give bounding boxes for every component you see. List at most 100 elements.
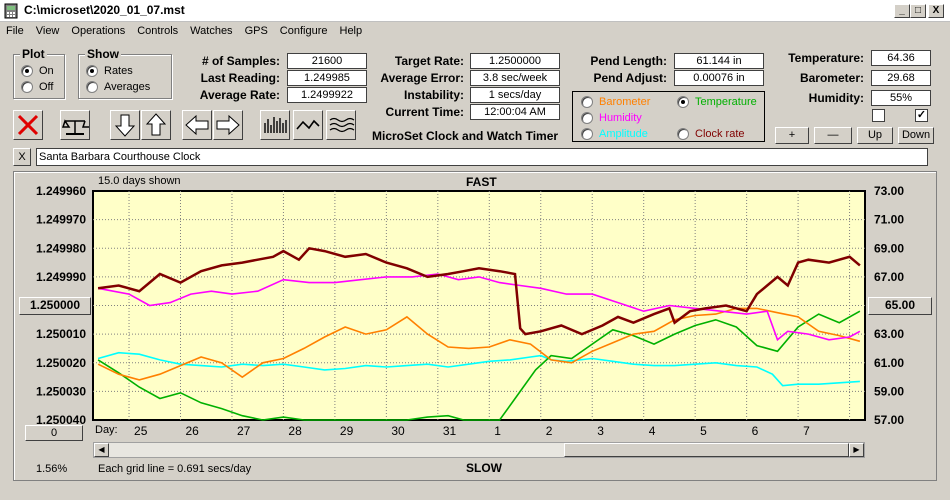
menu-file[interactable]: File <box>6 25 24 37</box>
temperature-field: 64.36 <box>871 50 931 66</box>
show-group-title: Show <box>85 47 121 61</box>
right-tick-label: 69.00 <box>874 241 904 255</box>
show-group: Show Rates Averages <box>78 47 172 99</box>
day-tick-label: 30 <box>391 424 405 438</box>
day-tick-label: 29 <box>340 424 354 438</box>
day-tick-label: 27 <box>237 424 251 438</box>
menu-watches[interactable]: Watches <box>190 25 233 37</box>
show-averages-radio[interactable]: Averages <box>86 81 150 93</box>
arrow-down-button[interactable] <box>110 110 140 140</box>
day-tick-label: 4 <box>649 424 656 438</box>
arrow-left-button[interactable] <box>182 110 212 140</box>
app-caption: MicroSet Clock and Watch Timer <box>372 129 559 143</box>
sensor-options: Barometer Temperature Humidity Amplitude… <box>572 91 765 142</box>
left-tick-label: 1.250010 <box>36 327 86 341</box>
zoom-readout: 1.56% <box>36 463 68 475</box>
right-tick-label: 61.00 <box>874 356 904 370</box>
grid-note: Each grid line = 0.691 secs/day <box>98 463 252 475</box>
sensor-amplitude-radio[interactable]: Amplitude <box>581 128 648 140</box>
days-shown-label: 15.0 days shown <box>98 175 181 187</box>
left-tick-label: 1.249990 <box>36 270 86 284</box>
left-axis-bottom-button[interactable]: 0 <box>25 425 83 441</box>
day-tick-label: 5 <box>700 424 707 438</box>
down-button[interactable]: Down <box>898 127 934 144</box>
instability-label: Instability: <box>403 88 464 102</box>
arrow-up-button[interactable] <box>141 110 171 140</box>
target-rate-field[interactable]: 1.2500000 <box>470 53 560 69</box>
right-tick-label: 63.00 <box>874 327 904 341</box>
plot-on-radio[interactable]: On <box>21 65 54 77</box>
day-tick-label: 6 <box>752 424 759 438</box>
menu-configure[interactable]: Configure <box>279 25 328 37</box>
pend-adjust-label: Pend Adjust: <box>593 71 667 85</box>
day-tick-label: 31 <box>443 424 457 438</box>
scroll-right-button[interactable]: ▶ <box>849 443 864 457</box>
show-rates-radio[interactable]: Rates <box>86 65 133 77</box>
samples-field: 21600 <box>287 53 367 69</box>
close-button[interactable]: X <box>928 4 944 18</box>
menu-view[interactable]: View <box>35 25 60 37</box>
maximize-button[interactable]: □ <box>910 4 926 18</box>
right-axis-center-button[interactable]: 65.00 <box>868 297 932 315</box>
menu-gps[interactable]: GPS <box>244 25 268 37</box>
clock-name-field[interactable]: Santa Barbara Courthouse Clock <box>36 148 928 166</box>
multi-wave-button[interactable] <box>326 110 356 140</box>
barometer-field: 29.68 <box>871 70 931 86</box>
last-reading-label: Last Reading: <box>200 71 280 85</box>
left-tick-label: 1.249960 <box>36 184 86 198</box>
minimize-button[interactable]: _ <box>894 4 910 18</box>
pend-adjust-field: 0.00076 in <box>674 70 764 86</box>
bar-view-button[interactable] <box>260 110 290 140</box>
left-axis-center-button[interactable]: 1.250000 <box>19 297 91 315</box>
current-time-field: 12:00:04 AM <box>470 104 560 120</box>
current-time-label: Current Time: <box>385 105 464 119</box>
plot-area <box>92 190 866 421</box>
day-tick-label: 3 <box>597 424 604 438</box>
menu-help[interactable]: Help <box>339 25 363 37</box>
wave-view-button[interactable] <box>293 110 323 140</box>
instability-field: 1 secs/day <box>470 87 560 103</box>
right-tick-label: 71.00 <box>874 213 904 227</box>
scroll-thumb[interactable] <box>564 443 849 457</box>
arrow-right-button[interactable] <box>213 110 243 140</box>
barometer-label: Barometer: <box>799 71 864 85</box>
sensor-clock-rate-radio[interactable]: Clock rate <box>677 128 745 140</box>
last-reading-field: 1.249985 <box>287 70 367 86</box>
series-line-rate <box>97 246 861 336</box>
balance-button[interactable] <box>60 110 90 140</box>
stop-button[interactable] <box>13 110 43 140</box>
window-title: C:\microset\2020_01_07.mst <box>24 3 185 17</box>
minus-button[interactable]: — <box>814 127 852 144</box>
sensor-barometer-radio[interactable]: Barometer <box>581 96 650 108</box>
series-line-temperature <box>97 310 861 421</box>
arrow-right-icon <box>216 114 240 136</box>
menu-operations[interactable]: Operations <box>71 25 126 37</box>
right-tick-label: 57.00 <box>874 413 904 427</box>
balance-scale-icon <box>61 119 89 135</box>
plus-button[interactable]: + <box>775 127 809 144</box>
arrow-up-icon <box>145 113 167 136</box>
samples-label: # of Samples: <box>201 54 280 68</box>
left-checkbox[interactable] <box>872 109 885 122</box>
multi-wave-icon <box>329 117 355 133</box>
horizontal-scrollbar[interactable]: ◀ ▶ <box>93 442 865 458</box>
sensor-humidity-radio[interactable]: Humidity <box>581 112 642 124</box>
wave-icon <box>296 119 320 130</box>
average-error-field: 3.8 sec/week <box>470 70 560 86</box>
temperature-label: Temperature: <box>788 51 864 65</box>
title-bar[interactable]: C:\microset\2020_01_07.mst _ □ X <box>0 0 950 22</box>
fast-label: FAST <box>466 175 497 189</box>
average-rate-label: Average Rate: <box>199 88 280 102</box>
menu-controls[interactable]: Controls <box>137 25 179 37</box>
scroll-left-button[interactable]: ◀ <box>94 443 109 457</box>
up-button[interactable]: Up <box>857 127 893 144</box>
plot-off-radio[interactable]: Off <box>21 81 53 93</box>
clock-name-close-button[interactable]: X <box>13 148 31 166</box>
slow-label: SLOW <box>466 461 502 475</box>
menu-bar: File View Operations Controls Watches GP… <box>0 22 950 42</box>
sensor-temperature-radio[interactable]: Temperature <box>677 96 757 108</box>
right-checkbox[interactable]: ✓ <box>915 109 928 122</box>
red-x-icon <box>17 114 39 136</box>
plot-group-title: Plot <box>20 47 47 61</box>
